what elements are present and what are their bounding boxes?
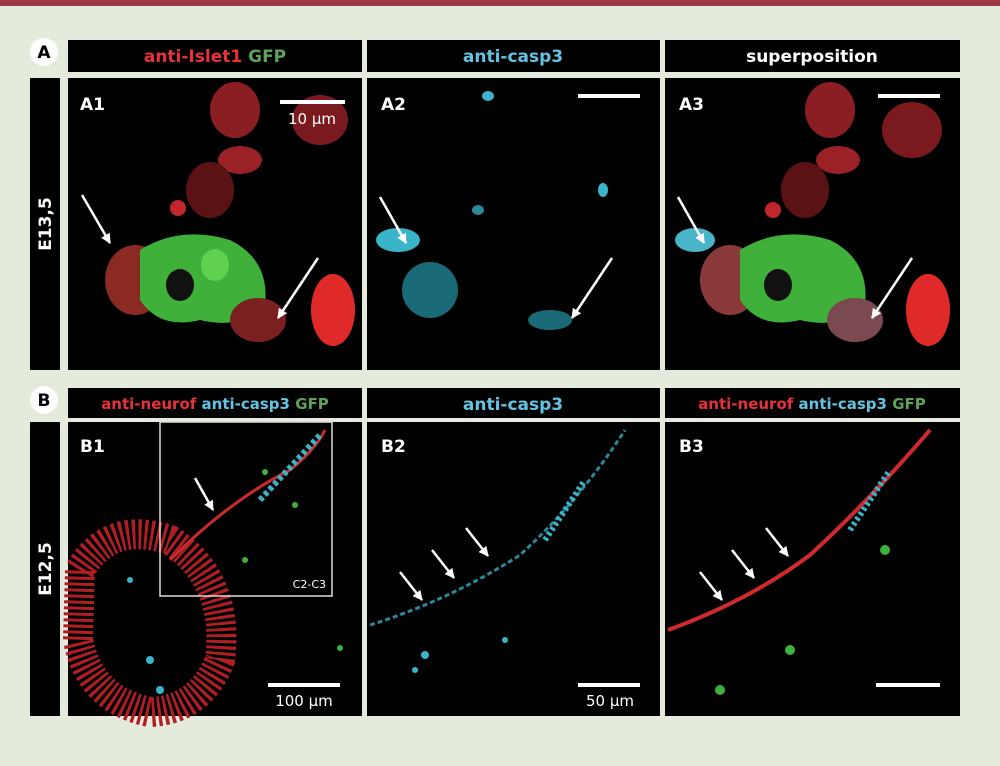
stage-bar bbox=[30, 78, 60, 370]
panel-header: anti-neurof anti-casp3 GFP bbox=[698, 395, 926, 413]
header-part: anti-neurof bbox=[698, 395, 794, 413]
micrograph bbox=[665, 422, 960, 716]
panel-label: A3 bbox=[679, 95, 704, 115]
panel-label: B1 bbox=[80, 437, 105, 457]
stage-bar bbox=[30, 422, 60, 716]
row-letter-badge bbox=[30, 38, 58, 66]
panel-label: A1 bbox=[80, 95, 105, 115]
micrograph bbox=[665, 78, 960, 370]
panel-header: superposition bbox=[746, 47, 878, 67]
top-rule bbox=[0, 0, 1000, 6]
header-part: GFP bbox=[248, 47, 286, 67]
micrograph bbox=[367, 78, 660, 370]
micrograph bbox=[62, 421, 362, 728]
panel-header: anti-Islet1 GFP bbox=[144, 47, 286, 67]
panel-label: A2 bbox=[381, 95, 406, 115]
panel-header: anti-casp3 bbox=[463, 395, 563, 415]
row-letter-badge bbox=[30, 386, 58, 414]
header-part: anti-Islet1 bbox=[144, 47, 242, 67]
scale-label: 50 µm bbox=[586, 692, 634, 710]
panel-header: anti-casp3 bbox=[463, 47, 563, 67]
header-part: GFP bbox=[295, 395, 329, 413]
header-part: anti-casp3 bbox=[799, 395, 887, 413]
scale-label: 100 µm bbox=[275, 692, 333, 710]
row-letter: A bbox=[37, 43, 51, 63]
panel-header: anti-neurof anti-casp3 GFP bbox=[101, 395, 329, 413]
header-part: GFP bbox=[892, 395, 926, 413]
panel-label: B3 bbox=[679, 437, 704, 457]
micrograph bbox=[367, 422, 660, 716]
row-letter: B bbox=[38, 391, 51, 411]
micrograph bbox=[68, 78, 362, 370]
header-part: anti-neurof bbox=[101, 395, 197, 413]
panel-label: B2 bbox=[381, 437, 406, 457]
header-part: anti-casp3 bbox=[202, 395, 290, 413]
stage-label: E12,5 bbox=[36, 542, 56, 596]
inset-label: C2-C3 bbox=[293, 578, 326, 591]
scale-label: 10 µm bbox=[288, 110, 336, 128]
stage-label: E13,5 bbox=[36, 197, 56, 251]
